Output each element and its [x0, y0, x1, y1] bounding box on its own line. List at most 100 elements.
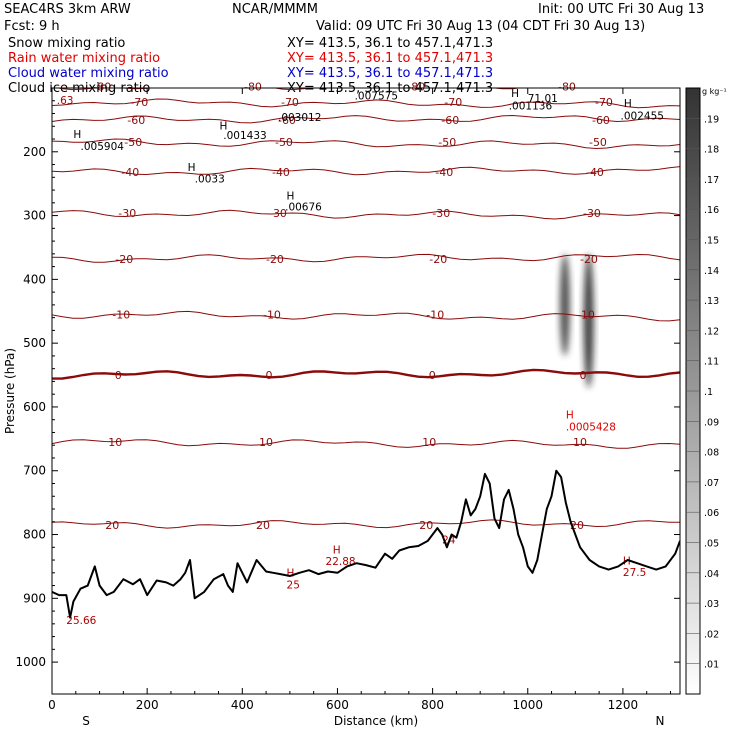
isotherm-label-4-1: -40	[272, 166, 290, 179]
isotherm-label-5-0: -30	[118, 207, 136, 220]
terrain-line	[52, 469, 680, 619]
isotherm-label-1-1: -70	[281, 96, 299, 109]
y-tick-label-7: 900	[23, 591, 46, 605]
isotherm-label-10-1: 20	[256, 519, 270, 532]
isotherm-label-6-2: -20	[429, 253, 447, 266]
isotherm-label-2-1: -60	[278, 114, 296, 127]
x-tick-label-5: 1000	[512, 698, 543, 712]
isotherm-label-9-1: 10	[259, 436, 273, 449]
isotherm-label-3-1: -50	[275, 136, 293, 149]
extremum-label-24: 27.5	[623, 567, 646, 579]
forecast-hour: Fcst: 9 h	[4, 19, 60, 34]
isotherm-line-1	[52, 98, 680, 109]
extremum-label-0: .63	[57, 95, 74, 107]
colorbar-tick-label-12: .13	[704, 296, 719, 307]
isotherm-label-2-2: -60	[441, 114, 459, 127]
isotherm-label-8-3: 0	[579, 369, 586, 382]
isotherm-label-8-2: 0	[429, 369, 436, 382]
colorbar-tick-label-5: .06	[704, 508, 719, 519]
isotherm-label-4-0: -40	[121, 166, 139, 179]
isotherm-label-7-1: -10	[263, 308, 281, 321]
isotherm-label-9-0: 10	[108, 436, 122, 449]
x-tick-label-4: 800	[421, 698, 444, 712]
y-tick-label-6: 800	[23, 528, 46, 542]
field-name-rain: Rain water mixing ratio	[8, 51, 161, 66]
x-tick-label-1: 200	[136, 698, 159, 712]
colorbar-tick-label-6: .07	[704, 478, 719, 489]
y-tick-label-5: 700	[23, 464, 46, 478]
extremum-label-15: .002455	[621, 110, 664, 122]
isotherm-label-5-2: -30	[432, 207, 450, 220]
isotherm-label-4-2: -40	[435, 166, 453, 179]
y-tick-label-0: 200	[23, 145, 46, 159]
isotherm-label-0-2: -80	[407, 81, 425, 94]
x-tick-label-2: 400	[231, 698, 254, 712]
y-tick-label-8: 1000	[15, 655, 46, 669]
isotherm-label-1-2: -70	[444, 96, 462, 109]
isotherm-line-4	[52, 166, 680, 176]
isotherm-label-4-3: -40	[586, 166, 604, 179]
isotherm-line-7	[52, 310, 680, 322]
isotherm-label-9-3: 10	[573, 436, 587, 449]
plot-frame	[51, 87, 681, 695]
colorbar-tick-label-13: .14	[704, 266, 719, 277]
extremum-label-18: H	[333, 545, 341, 557]
colorbar-tick-label-8: .09	[704, 417, 719, 428]
isotherm-label-6-3: -20	[580, 253, 598, 266]
extremum-label-3: H	[188, 162, 196, 174]
y-tick-label-3: 500	[23, 336, 46, 350]
isotherm-label-1-0: -70	[130, 96, 148, 109]
extremum-label-21: 25	[287, 580, 300, 592]
extremum-label-8: H	[287, 191, 295, 203]
isotherm-line-8	[52, 368, 680, 380]
x-tick-label-6: 1200	[608, 698, 639, 712]
extremum-label-16: H	[566, 409, 574, 421]
colorbar-tick-label-3: .04	[704, 569, 719, 580]
extremum-label-5: H	[219, 120, 227, 132]
field-xy-cloud-water: XY= 413.5, 36.1 to 457.1,471.3	[287, 66, 494, 81]
extremum-label-1: H	[73, 129, 81, 141]
extremum-label-13: 71.01	[528, 93, 558, 105]
isotherm-label-0-0: -80	[93, 81, 111, 94]
isotherm-line-2	[52, 114, 680, 124]
colorbar-unit: g kg⁻¹	[702, 87, 727, 96]
isotherm-line-6	[52, 253, 680, 263]
organization-label: NCAR/MMMM	[232, 2, 318, 17]
isotherm-label-9-2: 10	[422, 436, 436, 449]
south-end-label: S	[82, 714, 90, 728]
y-tick-label-1: 300	[23, 209, 46, 223]
isotherm-label-3-0: -50	[124, 136, 142, 149]
isotherm-label-10-2: 20	[419, 519, 433, 532]
extremum-label-25: 25.66	[66, 615, 96, 627]
isotherm-label-6-0: -20	[115, 253, 133, 266]
colorbar-tick-label-2: .03	[704, 599, 719, 610]
isotherm-label-8-0: 0	[115, 369, 122, 382]
extremum-label-14: H	[624, 98, 632, 110]
init-time: Init: 00 UTC Fri 30 Aug 13	[538, 2, 705, 17]
isotherm-label-1-3: -70	[595, 96, 613, 109]
field-name-cloud-water: Cloud water mixing ratio	[8, 66, 169, 81]
y-tick-label-2: 400	[23, 272, 46, 286]
y-axis-label: Pressure (hPa)	[3, 348, 17, 434]
extremum-label-2: .005904	[81, 141, 125, 153]
isotherm-label-3-3: -50	[589, 136, 607, 149]
extremum-label-12: .001136	[509, 101, 553, 113]
isotherm-label-8-1: 0	[265, 369, 272, 382]
colorbar-tick-label-10: .11	[704, 357, 719, 368]
x-tick-label-0: 0	[48, 698, 56, 712]
valid-time: Valid: 09 UTC Fri 30 Aug 13 (04 CDT Fri …	[316, 19, 646, 34]
isotherm-label-0-3: -80	[558, 81, 576, 94]
isotherm-label-6-1: -20	[266, 253, 284, 266]
isotherm-line-5	[52, 209, 680, 220]
model-title: SEAC4RS 3km ARW	[4, 2, 131, 17]
isotherm-label-3-2: -50	[438, 136, 456, 149]
cloud-ice-column-1	[583, 253, 594, 388]
x-tick-label-3: 600	[326, 698, 349, 712]
isotherm-label-5-1: -30	[269, 207, 287, 220]
field-name-snow: Snow mixing ratio	[8, 36, 126, 51]
extremum-label-19: 22.88	[326, 556, 356, 568]
colorbar-tick-label-14: .15	[704, 236, 719, 247]
colorbar-tick-label-18: .19	[704, 114, 719, 125]
extremum-label-7: .003012	[278, 112, 321, 124]
